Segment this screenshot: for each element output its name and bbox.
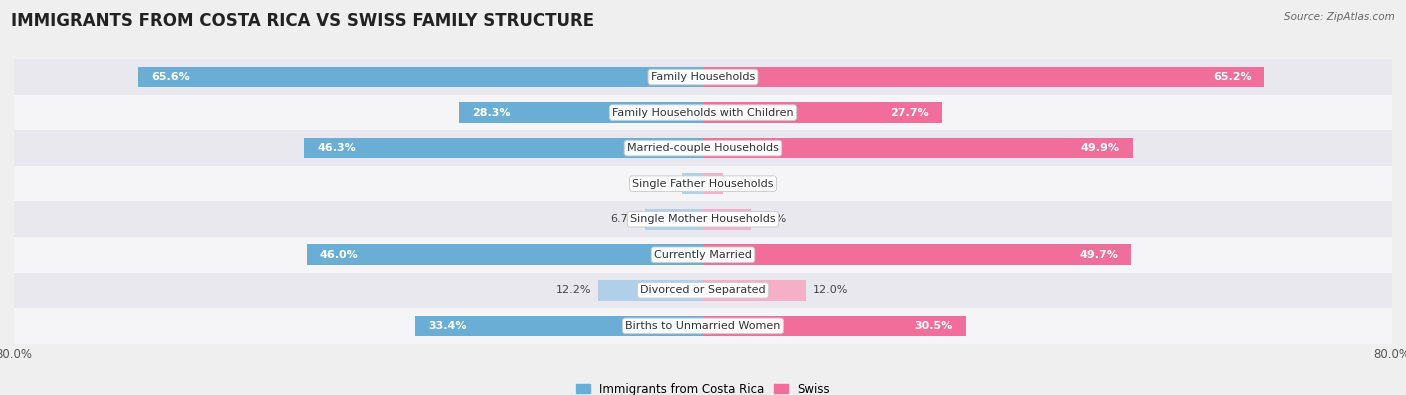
- Bar: [703, 316, 966, 336]
- Text: Divorced or Separated: Divorced or Separated: [640, 285, 766, 295]
- Bar: [703, 102, 942, 123]
- Text: 12.2%: 12.2%: [555, 285, 591, 295]
- Text: 30.5%: 30.5%: [914, 321, 953, 331]
- Text: 5.6%: 5.6%: [758, 214, 786, 224]
- Text: 49.7%: 49.7%: [1080, 250, 1118, 260]
- Bar: [703, 245, 1130, 265]
- Text: Family Households with Children: Family Households with Children: [612, 107, 794, 118]
- Text: Single Mother Households: Single Mother Households: [630, 214, 776, 224]
- Bar: [703, 138, 1133, 158]
- Text: Single Father Households: Single Father Households: [633, 179, 773, 189]
- Bar: [703, 280, 807, 301]
- Text: 65.2%: 65.2%: [1213, 72, 1251, 82]
- Text: 6.7%: 6.7%: [610, 214, 638, 224]
- Bar: [14, 166, 1392, 201]
- Text: Currently Married: Currently Married: [654, 250, 752, 260]
- Bar: [14, 308, 1392, 344]
- Bar: [307, 245, 703, 265]
- Bar: [304, 138, 703, 158]
- Bar: [138, 67, 703, 87]
- Text: 2.4%: 2.4%: [647, 179, 675, 189]
- Bar: [703, 67, 1264, 87]
- Text: 2.3%: 2.3%: [730, 179, 758, 189]
- Text: IMMIGRANTS FROM COSTA RICA VS SWISS FAMILY STRUCTURE: IMMIGRANTS FROM COSTA RICA VS SWISS FAMI…: [11, 12, 595, 30]
- Text: 49.9%: 49.9%: [1081, 143, 1119, 153]
- Bar: [14, 59, 1392, 95]
- Bar: [703, 209, 751, 229]
- Bar: [14, 130, 1392, 166]
- Bar: [14, 95, 1392, 130]
- Bar: [598, 280, 703, 301]
- Bar: [14, 201, 1392, 237]
- Bar: [415, 316, 703, 336]
- Bar: [14, 237, 1392, 273]
- Legend: Immigrants from Costa Rica, Swiss: Immigrants from Costa Rica, Swiss: [571, 378, 835, 395]
- Bar: [682, 173, 703, 194]
- Bar: [645, 209, 703, 229]
- Text: 28.3%: 28.3%: [472, 107, 510, 118]
- Text: 65.6%: 65.6%: [150, 72, 190, 82]
- Text: Births to Unmarried Women: Births to Unmarried Women: [626, 321, 780, 331]
- Bar: [14, 273, 1392, 308]
- Text: Source: ZipAtlas.com: Source: ZipAtlas.com: [1284, 12, 1395, 22]
- Text: 12.0%: 12.0%: [813, 285, 849, 295]
- Text: 46.0%: 46.0%: [319, 250, 359, 260]
- Text: Married-couple Households: Married-couple Households: [627, 143, 779, 153]
- Text: Family Households: Family Households: [651, 72, 755, 82]
- Bar: [703, 173, 723, 194]
- Bar: [460, 102, 703, 123]
- Text: 33.4%: 33.4%: [429, 321, 467, 331]
- Text: 27.7%: 27.7%: [890, 107, 928, 118]
- Text: 46.3%: 46.3%: [318, 143, 356, 153]
